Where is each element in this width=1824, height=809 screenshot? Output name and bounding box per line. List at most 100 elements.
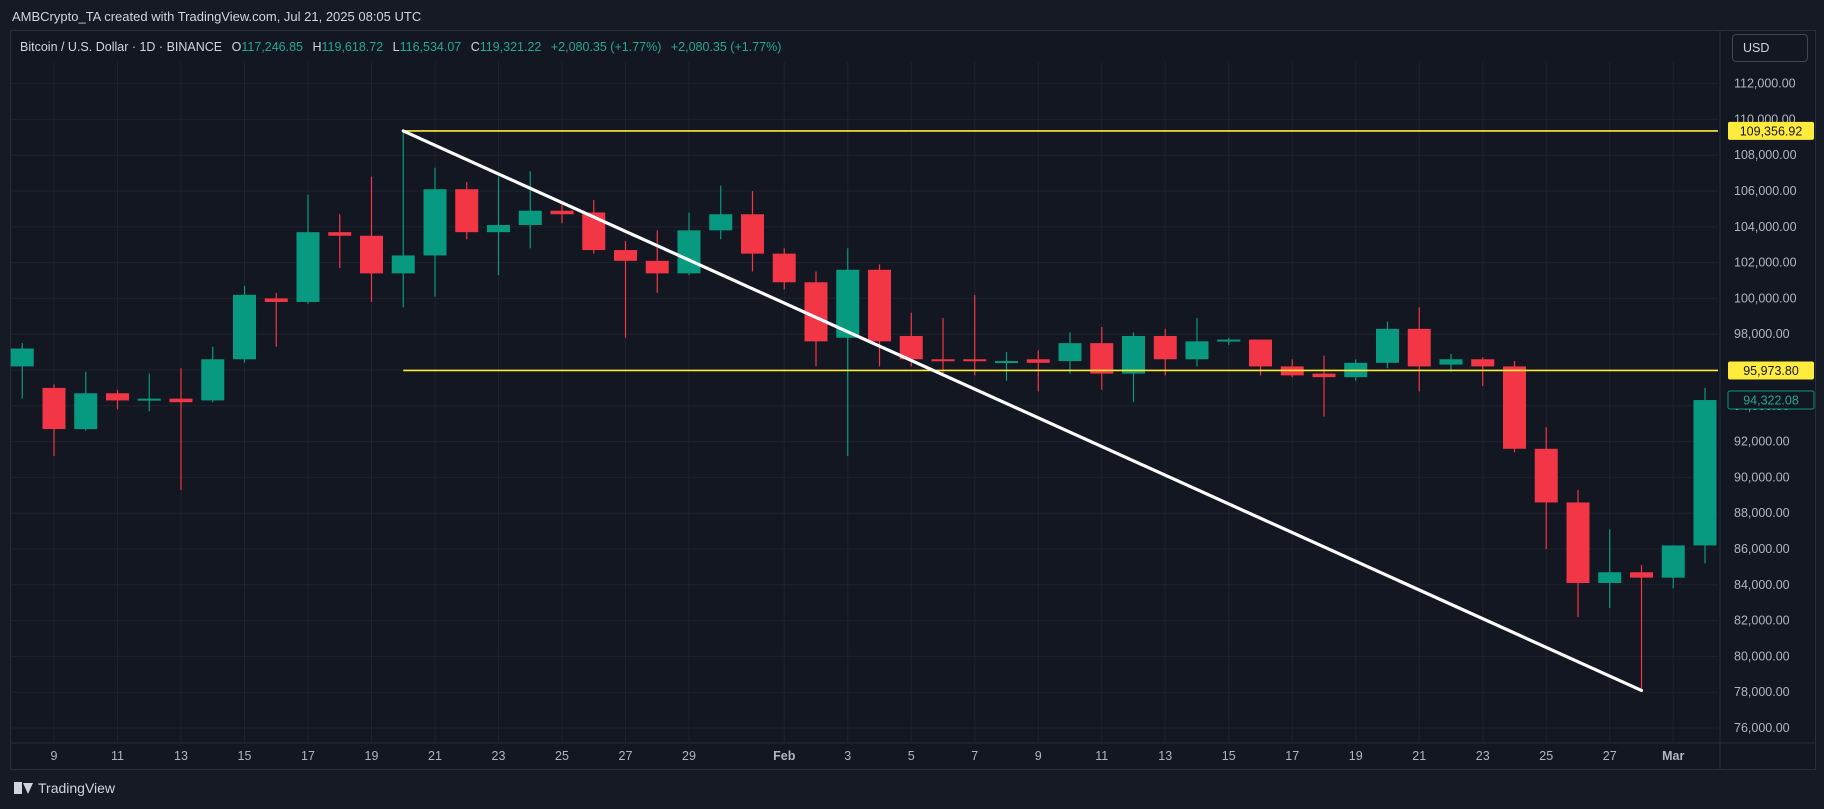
x-tick-label: 27 bbox=[619, 749, 633, 763]
symbol-title[interactable]: Bitcoin / U.S. Dollar · 1D · BINANCE bbox=[20, 40, 223, 54]
x-tick-label: 15 bbox=[238, 749, 252, 763]
currency-button[interactable]: USD bbox=[1732, 34, 1808, 62]
candle-body bbox=[1217, 339, 1241, 342]
candle-body bbox=[772, 253, 796, 283]
close-label: C bbox=[470, 40, 480, 54]
candle-body bbox=[1153, 335, 1177, 360]
open-label: O bbox=[231, 40, 242, 54]
x-tick-label: 25 bbox=[555, 749, 569, 763]
ohlc-legend: Bitcoin / U.S. Dollar · 1D · BINANCE O11… bbox=[20, 40, 781, 54]
candle-body bbox=[645, 260, 669, 274]
x-tick-label: 25 bbox=[1539, 749, 1553, 763]
candle-body bbox=[614, 250, 637, 261]
low-label: L bbox=[392, 40, 400, 54]
footer-bar bbox=[0, 772, 1824, 809]
candle-body bbox=[995, 361, 1018, 364]
candle-body bbox=[1376, 328, 1399, 363]
candle-body bbox=[1693, 400, 1717, 546]
candle-body bbox=[296, 232, 320, 302]
high-label: H bbox=[312, 40, 322, 54]
y-tick-label: 78,000.00 bbox=[1734, 685, 1790, 699]
level-price-label: 95,973.80 bbox=[1743, 364, 1799, 378]
x-tick-label: 7 bbox=[971, 749, 978, 763]
x-tick-label: 17 bbox=[301, 749, 315, 763]
x-tick-label: Feb bbox=[773, 749, 796, 763]
x-tick-label: 15 bbox=[1222, 749, 1236, 763]
candle-body bbox=[455, 189, 479, 233]
last-price-tag bbox=[1727, 390, 1815, 410]
tradingview-logo-icon bbox=[14, 782, 33, 794]
candle-body bbox=[137, 398, 161, 401]
candle-body bbox=[1122, 335, 1145, 374]
candle-body bbox=[1026, 359, 1050, 363]
y-tick-label: 88,000.00 bbox=[1734, 506, 1790, 520]
y-tick-label: 84,000.00 bbox=[1734, 578, 1790, 592]
x-tick-label: 9 bbox=[51, 749, 58, 763]
x-tick-label: 9 bbox=[1035, 749, 1042, 763]
candle-body bbox=[1503, 366, 1526, 449]
candle-body bbox=[550, 210, 574, 215]
y-tick-label: 100,000.00 bbox=[1734, 291, 1797, 305]
candle-body bbox=[741, 214, 764, 254]
candle-body bbox=[1471, 359, 1495, 367]
close-value: 119,321.22 bbox=[479, 40, 542, 54]
x-tick-label: 19 bbox=[1349, 749, 1363, 763]
candle-body bbox=[1058, 343, 1082, 362]
candle-body bbox=[899, 335, 923, 360]
x-tick-label: 27 bbox=[1603, 749, 1617, 763]
y-tick-label: 80,000.00 bbox=[1734, 649, 1790, 663]
open-value: 117,246.85 bbox=[241, 40, 303, 54]
tradingview-logo[interactable]: TradingView bbox=[14, 780, 115, 796]
candle-body bbox=[360, 235, 383, 274]
candle-body bbox=[868, 269, 891, 342]
low-value: 116,534.07 bbox=[399, 40, 462, 54]
candle-body bbox=[391, 255, 415, 274]
candle-body bbox=[1090, 343, 1114, 374]
candle-body bbox=[518, 210, 542, 226]
candle-body bbox=[1407, 328, 1431, 367]
y-tick-label: 98,000.00 bbox=[1734, 327, 1790, 341]
level-price-tag bbox=[1728, 361, 1814, 380]
y-tick-label: 108,000.00 bbox=[1734, 148, 1797, 162]
x-tick-label: 11 bbox=[111, 749, 124, 763]
candle-body bbox=[582, 212, 606, 251]
y-tick-label: 112,000.00 bbox=[1734, 77, 1796, 91]
x-tick-label: 17 bbox=[1285, 749, 1299, 763]
x-tick-label: 23 bbox=[492, 749, 506, 763]
y-tick-label: 104,000.00 bbox=[1734, 220, 1797, 234]
tradingview-brand-text: TradingView bbox=[38, 780, 116, 796]
candle-body bbox=[1566, 502, 1590, 584]
candle-body bbox=[1534, 448, 1558, 503]
candle-body bbox=[264, 298, 288, 302]
candle-body bbox=[804, 282, 828, 342]
candle-body bbox=[169, 398, 193, 403]
x-tick-label: 29 bbox=[682, 749, 696, 763]
candle-body bbox=[201, 359, 225, 401]
candle-body bbox=[1312, 373, 1336, 378]
x-tick-label: 13 bbox=[174, 749, 188, 763]
candle-body bbox=[106, 393, 129, 401]
candle-body bbox=[1630, 572, 1653, 578]
level-price-label: 109,356.92 bbox=[1740, 124, 1803, 138]
y-tick-label: 76,000.00 bbox=[1734, 721, 1790, 735]
x-tick-label: 13 bbox=[1158, 749, 1172, 763]
x-tick-label: 3 bbox=[844, 749, 851, 763]
candle-body bbox=[836, 269, 860, 338]
change-value-secondary: +2,080.35 (+1.77%) bbox=[670, 40, 782, 54]
x-tick-label: 5 bbox=[908, 749, 915, 763]
candle-body bbox=[677, 230, 701, 274]
y-tick-label: 90,000.00 bbox=[1734, 470, 1790, 484]
x-tick-label: 23 bbox=[1476, 749, 1490, 763]
trend-line bbox=[401, 129, 1644, 693]
candle-body bbox=[1661, 545, 1685, 578]
candle-body bbox=[10, 348, 34, 367]
y-tick-label: 92,000.00 bbox=[1734, 435, 1790, 449]
candle-body bbox=[423, 189, 447, 256]
x-tick-label: 19 bbox=[365, 749, 379, 763]
level-price-tag bbox=[1728, 121, 1814, 140]
y-tick-label: 86,000.00 bbox=[1734, 542, 1790, 556]
y-tick-label: 102,000.00 bbox=[1734, 256, 1797, 270]
candle-body bbox=[1439, 359, 1463, 365]
y-tick-label: 106,000.00 bbox=[1734, 184, 1797, 198]
